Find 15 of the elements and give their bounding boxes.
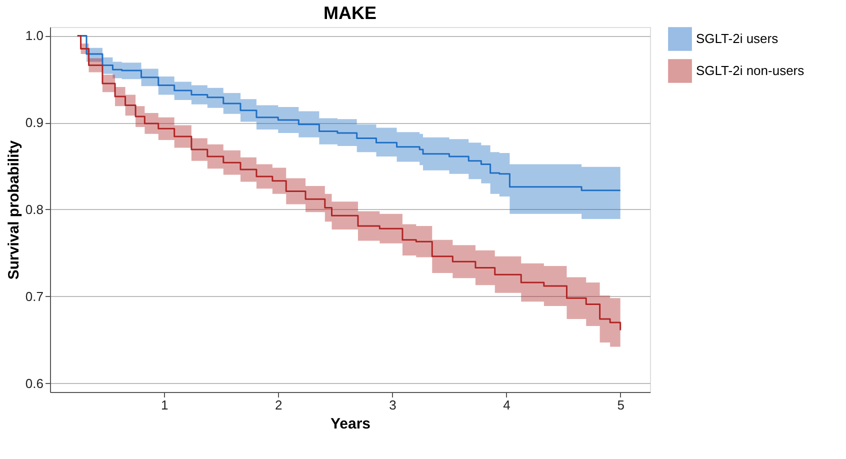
y-tick-label: 1.0 xyxy=(25,28,44,44)
legend-label: SGLT-2i users xyxy=(696,31,779,46)
y-tick-label: 0.6 xyxy=(25,376,44,391)
y-tick-label: 0.8 xyxy=(25,202,44,217)
chart-title: MAKE xyxy=(324,3,376,23)
y-tick-label: 0.7 xyxy=(25,288,44,304)
x-tick-label: 4 xyxy=(503,398,510,412)
y-tick-label: 0.9 xyxy=(25,115,44,130)
legend-label: SGLT-2i non-users xyxy=(696,63,805,78)
x-tick-label: 3 xyxy=(389,398,396,412)
x-tick-label: 2 xyxy=(275,398,282,412)
x-tick-label: 5 xyxy=(617,398,624,412)
x-tick-label: 1 xyxy=(160,398,168,412)
x-axis-title: Years xyxy=(330,416,371,432)
y-axis-title: Survival probability xyxy=(5,140,22,280)
